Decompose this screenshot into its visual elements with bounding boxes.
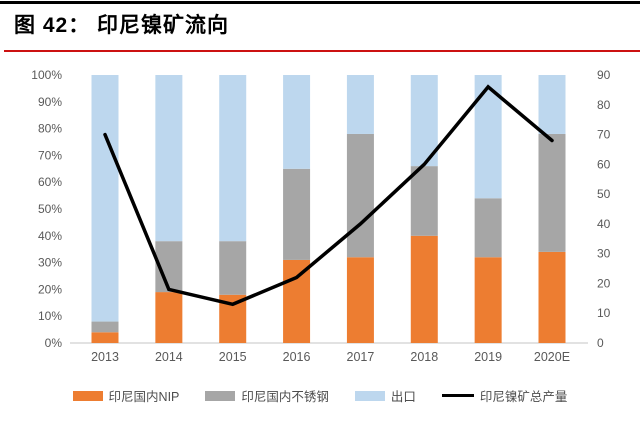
combo-chart: 0% 10% 20% 30% 40% 50% 60% 70% 80% 90% 100% 0 10 20 30… — [31, 68, 611, 364]
page-title: 图 42： 印尼镍矿流向 — [14, 14, 230, 37]
left-axis-tick-80%: 80% — [38, 122, 62, 136]
chart-area: 0% 10% 20% 30% 40% 50% 60% 70% 80% 90% 100% 0 10 20 30… — [0, 56, 640, 372]
x-axis-label-2020E: 2020E — [534, 350, 570, 364]
x-axis-label-2017: 2017 — [347, 350, 375, 364]
bar-segment-2015-出口 — [219, 75, 247, 242]
bar-segment-2015-印尼国内不锈钢 — [219, 241, 247, 295]
legend-item-印尼国内NIP: 印尼国内NIP — [72, 386, 180, 405]
right-axis-tick-10: 10 — [597, 306, 611, 320]
left-axis-tick-30%: 30% — [38, 256, 62, 270]
legend-bar-swatch-icon — [205, 390, 236, 401]
x-axis-label-2013: 2013 — [91, 350, 119, 364]
x-axis-label-2019: 2019 — [474, 350, 502, 364]
left-axis-tick-100%: 100% — [31, 68, 62, 82]
legend-item-印尼国内不锈钢: 印尼国内不锈钢 — [205, 386, 329, 405]
legend-line-swatch-icon — [441, 393, 474, 398]
x-axis-label-2014: 2014 — [155, 350, 183, 364]
bar-segment-2018-印尼国内NIP — [410, 235, 438, 343]
legend-label: 印尼镍矿总产量 — [479, 390, 568, 404]
bar-segment-2020E-印尼国内NIP — [538, 251, 566, 343]
right-axis-tick-20: 20 — [597, 276, 611, 290]
chart-legend: 印尼国内NIP 印尼国内不锈钢 出口 印尼镍矿总产量 — [0, 386, 640, 405]
legend-label: 印尼国内NIP — [108, 390, 180, 404]
right-axis-tick-90: 90 — [597, 68, 611, 82]
x-axis-label-2018: 2018 — [410, 350, 438, 364]
x-axis-label-2016: 2016 — [283, 350, 311, 364]
bar-segment-2018-印尼国内不锈钢 — [410, 166, 438, 236]
right-axis-tick-0: 0 — [597, 336, 604, 350]
bar-segment-2020E-印尼国内不锈钢 — [538, 133, 566, 252]
bar-segment-2013-出口 — [91, 75, 119, 322]
left-axis-tick-90%: 90% — [38, 95, 62, 109]
x-axis-label-2015: 2015 — [219, 350, 247, 364]
right-axis-tick-50: 50 — [597, 187, 611, 201]
legend-bar-swatch-icon — [354, 390, 385, 401]
right-axis-tick-40: 40 — [597, 217, 611, 231]
bar-segment-2016-印尼国内NIP — [283, 259, 311, 343]
line-total-nickel-ore-production — [103, 84, 554, 307]
right-axis-tick-60: 60 — [597, 157, 611, 171]
top-rule — [0, 1, 640, 4]
right-axis-tick-80: 80 — [597, 98, 611, 112]
legend-item-印尼镍矿总产量: 印尼镍矿总产量 — [441, 386, 568, 405]
bar-segment-2013-印尼国内不锈钢 — [91, 321, 119, 333]
bar-segment-2017-印尼国内不锈钢 — [346, 133, 374, 258]
left-axis-tick-70%: 70% — [38, 148, 62, 162]
title-underline — [4, 50, 640, 52]
left-axis-tick-50%: 50% — [38, 202, 62, 216]
left-axis-tick-40%: 40% — [38, 229, 62, 243]
right-axis-tick-70: 70 — [597, 128, 611, 142]
left-axis-tick-0%: 0% — [45, 336, 63, 350]
bar-segment-2013-印尼国内NIP — [91, 332, 119, 343]
bar-segment-2014-印尼国内NIP — [155, 292, 183, 343]
legend-item-出口: 出口 — [354, 386, 416, 405]
bar-segment-2017-印尼国内NIP — [346, 257, 374, 343]
left-axis-tick-10%: 10% — [38, 309, 62, 323]
bar-segment-2020E-出口 — [538, 75, 566, 134]
left-axis-tick-60%: 60% — [38, 175, 62, 189]
legend-label: 印尼国内不锈钢 — [241, 390, 329, 404]
left-axis-tick-20%: 20% — [38, 282, 62, 296]
bar-segment-2017-出口 — [346, 75, 374, 134]
bar-segment-2019-印尼国内不锈钢 — [474, 198, 502, 258]
bar-segment-2016-出口 — [283, 75, 311, 169]
legend-bar-swatch-icon — [72, 390, 103, 401]
bar-segment-2014-出口 — [155, 75, 183, 242]
legend-label: 出口 — [390, 390, 416, 404]
right-axis-tick-30: 30 — [597, 247, 611, 261]
bar-segment-2016-印尼国内不锈钢 — [283, 168, 311, 260]
bar-segment-2019-印尼国内NIP — [474, 257, 502, 343]
